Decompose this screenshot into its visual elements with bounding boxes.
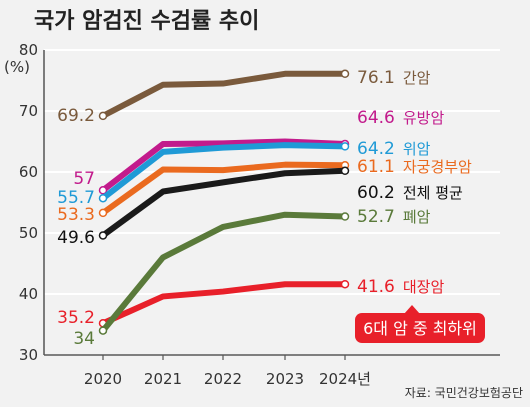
series-end-value: 64.6	[357, 108, 395, 128]
x-tick-label: 2023	[266, 370, 304, 388]
series-start-label: 53.3	[57, 205, 95, 225]
series-name: 자궁경부암	[403, 158, 472, 176]
series-start-label: 57	[73, 169, 95, 189]
y-tick-label: 40	[19, 285, 38, 303]
chart-title: 국가 암검진 수검률 추이	[34, 9, 259, 34]
series-start-label: 69.2	[57, 106, 95, 126]
series-line	[100, 70, 348, 119]
annotation-text: 6대 암 중 최하위	[363, 319, 477, 338]
series-end-label: 60.2 전체 평균	[357, 183, 463, 203]
series-name: 대장암	[403, 278, 445, 296]
series-start-point	[98, 193, 108, 203]
series-name: 유방암	[403, 109, 445, 127]
series-start-point	[98, 231, 108, 240]
series-end-label: 64.2 위암	[357, 139, 431, 159]
series-end-point	[340, 212, 350, 221]
x-tick-label: 2021	[144, 370, 182, 388]
series-start-label: 35.2	[57, 308, 95, 328]
series-start-point	[98, 111, 108, 121]
y-tick-label: 80	[19, 41, 38, 59]
series-end-value: 41.6	[357, 277, 395, 297]
series-end-label: 52.7 폐암	[357, 207, 431, 227]
series-start-point	[98, 326, 108, 335]
series-end-value: 64.2	[357, 139, 395, 159]
data-labels: 69.2 76.1 간암 57 64.6 유방암 55.7 64.2 위암 53.3 61.1 자궁경…	[57, 68, 472, 349]
x-tick-label: 2024년	[319, 370, 371, 388]
y-axis-unit: (%)	[4, 58, 30, 76]
series-line	[100, 211, 348, 334]
series-start-point	[98, 186, 108, 195]
y-axis: (%) 30 40 50 60 70 80	[4, 41, 45, 364]
series-end-label: 41.6 대장암	[357, 277, 444, 297]
series-end-point	[340, 142, 350, 151]
series-name: 간암	[403, 69, 431, 87]
x-tick-label: 2020	[84, 370, 122, 388]
y-tick-label: 70	[19, 102, 38, 120]
series-start-label: 55.7	[57, 188, 95, 208]
series-line	[100, 138, 348, 194]
series-name: 폐암	[403, 208, 431, 226]
x-axis: 2020 2021 2022 2023 2024년	[44, 354, 500, 388]
series-end-label: 61.1 자궁경부암	[357, 157, 472, 177]
source-note: 자료: 국민건강보험공단	[405, 386, 523, 400]
series-end-value: 52.7	[357, 207, 395, 227]
y-tick-label: 30	[19, 346, 38, 364]
x-tick-label: 2022	[204, 370, 242, 388]
series-line	[100, 281, 348, 327]
series-name: 위암	[403, 140, 431, 158]
y-tick-label: 50	[19, 224, 38, 242]
series-end-value: 76.1	[357, 68, 395, 88]
series-end-value: 60.2	[357, 183, 395, 203]
series-end-label: 64.6 유방암	[357, 108, 444, 128]
series-end-point	[340, 69, 350, 79]
series-start-point	[98, 208, 108, 218]
series-end-point	[340, 166, 350, 176]
series-line	[100, 161, 348, 216]
series-line	[100, 142, 348, 202]
annotation: 6대 암 중 최하위	[355, 305, 485, 343]
series-end-label: 76.1 간암	[357, 68, 431, 88]
series-lines	[98, 69, 350, 335]
series-end-point	[340, 279, 350, 289]
series-line	[100, 167, 348, 239]
series-start-label: 49.6	[57, 228, 95, 248]
series-start-label: 34	[73, 329, 95, 349]
series-end-value: 61.1	[357, 157, 395, 177]
series-name: 전체 평균	[403, 184, 463, 202]
annotation-box	[355, 313, 485, 343]
annotation-pointer	[404, 305, 420, 314]
y-tick-label: 60	[19, 163, 38, 181]
